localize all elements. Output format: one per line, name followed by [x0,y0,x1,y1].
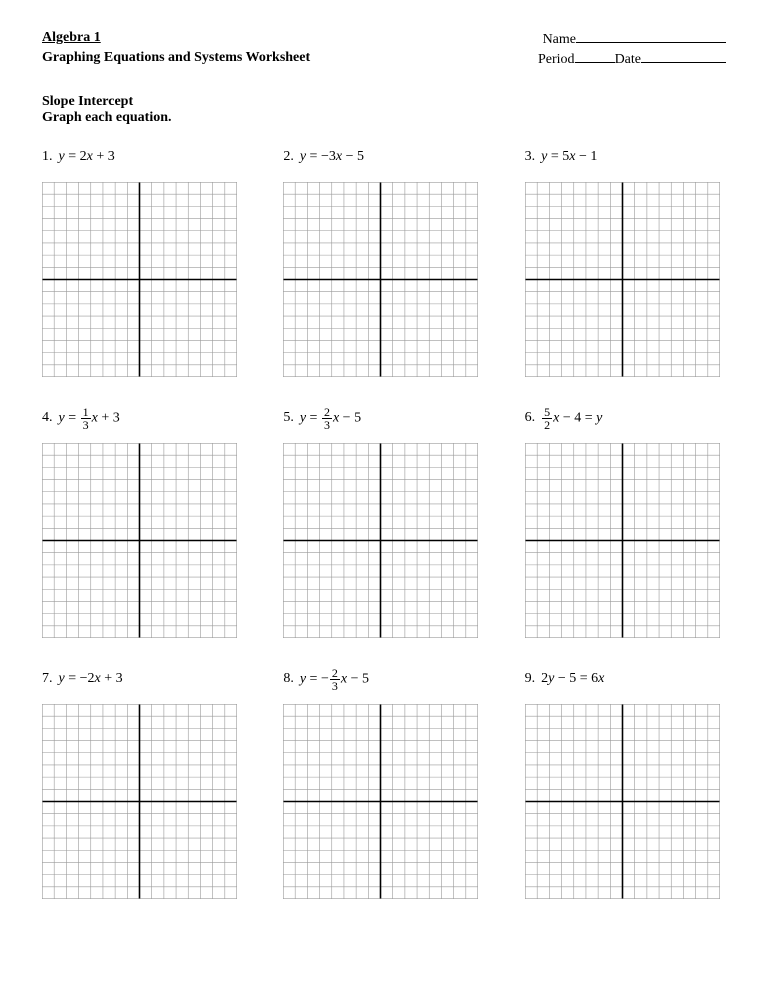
equation: y = −2x + 3 [59,671,123,687]
problem-3: 3. y = 5x − 1 [525,140,720,377]
name-field: Name [543,30,726,48]
equation: y = 13x + 3 [59,406,120,431]
problem-number: 8. [283,671,294,687]
date-blank[interactable] [641,50,726,63]
problem-6: 6. 52x − 4 = y [525,401,720,638]
problem-1: 1. y = 2x + 3 [42,140,237,377]
worksheet-subtitle: Graphing Equations and Systems Worksheet [42,50,310,68]
problem-number: 4. [42,410,53,426]
equation-label: 2. y = −3x − 5 [283,140,478,174]
problem-8: 8. y = −23x − 5 [283,662,478,899]
problem-number: 7. [42,671,53,687]
name-label: Name [543,32,576,47]
equation-label: 6. 52x − 4 = y [525,401,720,435]
equation-label: 8. y = −23x − 5 [283,662,478,696]
period-blank[interactable] [575,50,615,63]
problem-9: 9. 2y − 5 = 6x [525,662,720,899]
worksheet-page: Algebra 1 Name Graphing Equations and Sy… [0,0,768,929]
problem-number: 1. [42,149,53,165]
equation-label: 5. y = 23x − 5 [283,401,478,435]
header-row-1: Algebra 1 Name [42,30,726,48]
problem-number: 5. [283,410,294,426]
equation: 52x − 4 = y [541,406,602,431]
problem-2: 2. y = −3x − 5 [283,140,478,377]
problems-grid: 1. y = 2x + 3 2. y = −3x − 5 3. y = 5x − 1… [42,140,726,899]
equation: y = 5x − 1 [541,149,597,165]
coordinate-grid [525,704,720,899]
problem-5: 5. y = 23x − 5 [283,401,478,638]
problem-number: 3. [525,149,536,165]
equation: y = −3x − 5 [300,149,364,165]
problem-4: 4. y = 13x + 3 [42,401,237,638]
equation-label: 4. y = 13x + 3 [42,401,237,435]
problem-number: 2. [283,149,294,165]
section-heading: Slope Intercept Graph each equation. [42,94,726,126]
equation: y = 2x + 3 [59,149,115,165]
equation: 2y − 5 = 6x [541,671,604,687]
section-line-2: Graph each equation. [42,110,726,126]
coordinate-grid [42,443,237,638]
date-label: Date [615,52,641,67]
header-row-2: Graphing Equations and Systems Worksheet… [42,50,726,68]
problem-number: 9. [525,671,536,687]
period-label: Period [538,52,575,67]
coordinate-grid [525,182,720,377]
coordinate-grid [283,704,478,899]
course-title: Algebra 1 [42,30,101,48]
name-blank[interactable] [576,30,726,43]
coordinate-grid [42,704,237,899]
course-name: Algebra 1 [42,30,101,45]
coordinate-grid [42,182,237,377]
equation: y = −23x − 5 [300,667,369,692]
equation-label: 9. 2y − 5 = 6x [525,662,720,696]
period-date-field: Period Date [538,50,726,68]
coordinate-grid [525,443,720,638]
equation-label: 3. y = 5x − 1 [525,140,720,174]
equation: y = 23x − 5 [300,406,361,431]
problem-number: 6. [525,410,536,426]
equation-label: 7. y = −2x + 3 [42,662,237,696]
coordinate-grid [283,443,478,638]
equation-label: 1. y = 2x + 3 [42,140,237,174]
problem-7: 7. y = −2x + 3 [42,662,237,899]
section-line-1: Slope Intercept [42,94,726,110]
coordinate-grid [283,182,478,377]
